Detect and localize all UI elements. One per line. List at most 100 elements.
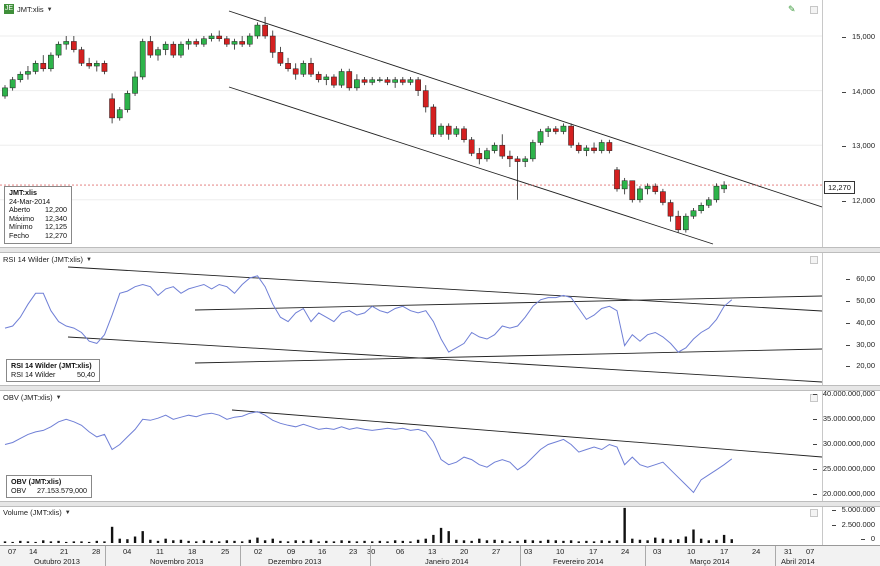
chevron-down-icon[interactable]: ▼ <box>46 6 53 13</box>
price-chart[interactable] <box>0 0 822 247</box>
volume-bar <box>271 538 274 543</box>
rsi-chart[interactable] <box>0 253 822 385</box>
rsi-trend-line <box>194 348 822 364</box>
volume-bar <box>638 539 642 543</box>
volume-chart[interactable] <box>0 507 822 545</box>
panel-maximize-icon[interactable] <box>810 256 818 264</box>
date-tick-label: 11 <box>156 547 164 556</box>
price-panel-title: JMT:xlis <box>17 5 44 14</box>
candle <box>231 41 238 45</box>
candle <box>637 188 643 201</box>
month-separator <box>645 546 646 566</box>
candle <box>93 63 100 67</box>
candle <box>239 41 246 45</box>
volume-bar <box>363 540 366 543</box>
volume-bar <box>684 536 688 543</box>
volume-bar <box>95 540 98 543</box>
candle <box>606 142 613 151</box>
date-tick-label: 10 <box>556 547 565 556</box>
candle <box>170 43 177 56</box>
rsi-panel-header[interactable]: RSI 14 Wilder (JMT:xlis) ▼ <box>3 255 92 264</box>
date-tick-label: 25 <box>221 547 230 556</box>
panel-maximize-icon[interactable] <box>810 6 818 14</box>
volume-bar <box>677 539 680 543</box>
date-tick-label: 21 <box>60 547 69 556</box>
candle <box>25 71 31 75</box>
rsi-panel[interactable]: RSI 14 Wilder (JMT:xlis) ▼ RSI 14 Wilder… <box>0 253 822 385</box>
rsi-y-axis[interactable]: 60,00 50,00 40,00 30,00 20,00 <box>822 253 880 385</box>
price-panel-header[interactable]: JMT:xlis ▼ <box>17 5 53 14</box>
candle <box>116 109 123 119</box>
volume-bar <box>263 540 267 543</box>
volume-bar <box>218 541 221 543</box>
candle <box>86 63 93 67</box>
candle <box>468 139 475 154</box>
volume-bar <box>11 541 14 543</box>
panel-splitter[interactable] <box>0 247 880 253</box>
candle <box>269 35 276 53</box>
candle <box>491 144 498 151</box>
volume-panel-title: Volume (JMT:xlis) <box>3 508 62 517</box>
y-tick: 40.000.000,000 <box>812 389 875 398</box>
candle <box>300 63 307 75</box>
volume-bar <box>569 540 573 543</box>
y-tick: 35.000.000,000 <box>812 414 875 423</box>
candle <box>507 155 513 160</box>
date-tick-label: 16 <box>318 547 327 556</box>
panel-splitter[interactable] <box>0 385 880 391</box>
candle <box>178 43 184 56</box>
y-tick: 30.000.000,000 <box>812 439 875 448</box>
volume-y-axis[interactable]: 5.000.000 2.500.000 0 <box>822 505 880 545</box>
panel-splitter[interactable] <box>0 501 880 507</box>
month-separator <box>775 546 776 566</box>
volume-bar <box>730 539 733 543</box>
panel-maximize-icon[interactable] <box>810 509 818 517</box>
volume-bar <box>462 540 466 543</box>
candle <box>530 142 536 160</box>
date-axis[interactable]: 07 14 21 28 04 11 18 25 02 09 16 23 30 06 13 20 27 03 10 17… <box>0 545 880 566</box>
volume-bar <box>416 539 420 543</box>
volume-bar <box>592 541 596 543</box>
y-tick: 0 <box>860 534 875 543</box>
y-tick: 5.000.000 <box>831 505 875 514</box>
obv-chart[interactable] <box>0 391 822 501</box>
chevron-down-icon[interactable]: ▼ <box>86 256 92 263</box>
price-y-axis[interactable]: 15,000 14,000 13,000 12,000 <box>822 0 880 247</box>
volume-bar <box>141 531 144 543</box>
candle <box>361 79 368 83</box>
obv-panel-header[interactable]: OBV (JMT:xlis) ▼ <box>3 393 62 402</box>
obv-y-axis[interactable]: 40.000.000,000 35.000.000,000 30.000.000… <box>812 389 880 501</box>
date-tick-label: 30 <box>367 547 376 556</box>
info-row-obv: OBV 27.153.579,000 <box>11 485 87 495</box>
volume-bar <box>439 527 443 543</box>
obv-trend-line <box>231 409 822 458</box>
month-label: Novembro 2013 <box>150 557 204 566</box>
drawing-pen-icon[interactable]: ✎ <box>788 4 796 14</box>
volume-bar <box>432 534 435 543</box>
volume-bar <box>501 540 504 543</box>
chevron-down-icon[interactable]: ▼ <box>55 394 62 401</box>
volume-bar <box>19 540 22 543</box>
volume-bar <box>179 539 183 543</box>
candle <box>484 150 490 160</box>
date-tick-label: 31 <box>784 547 793 556</box>
volume-panel-header[interactable]: Volume (JMT:xlis) ▼ <box>3 508 71 517</box>
chevron-down-icon[interactable]: ▼ <box>64 509 71 516</box>
volume-bar <box>722 534 726 543</box>
candle <box>422 90 429 108</box>
volume-bar <box>302 540 305 543</box>
volume-bar <box>554 540 557 543</box>
candle <box>683 215 689 231</box>
volume-bar <box>455 539 458 543</box>
y-tick: 40,00 <box>846 318 875 327</box>
volume-bar <box>233 540 236 543</box>
obv-panel[interactable]: OBV (JMT:xlis) ▼ OBV (JMT:xlis) OBV 27.15… <box>0 391 822 501</box>
candle <box>453 128 460 135</box>
price-panel[interactable]: JE JMT:xlis ▼ ✎ JMT:xlis 24-Mar-2014 Abe… <box>0 0 822 247</box>
panel-maximize-icon[interactable] <box>810 394 818 402</box>
volume-bar <box>508 541 512 543</box>
volume-bar <box>371 541 374 543</box>
volume-panel[interactable]: Volume (JMT:xlis) ▼ <box>0 507 822 545</box>
volume-bar <box>393 540 397 543</box>
date-tick-label: 03 <box>524 547 533 556</box>
